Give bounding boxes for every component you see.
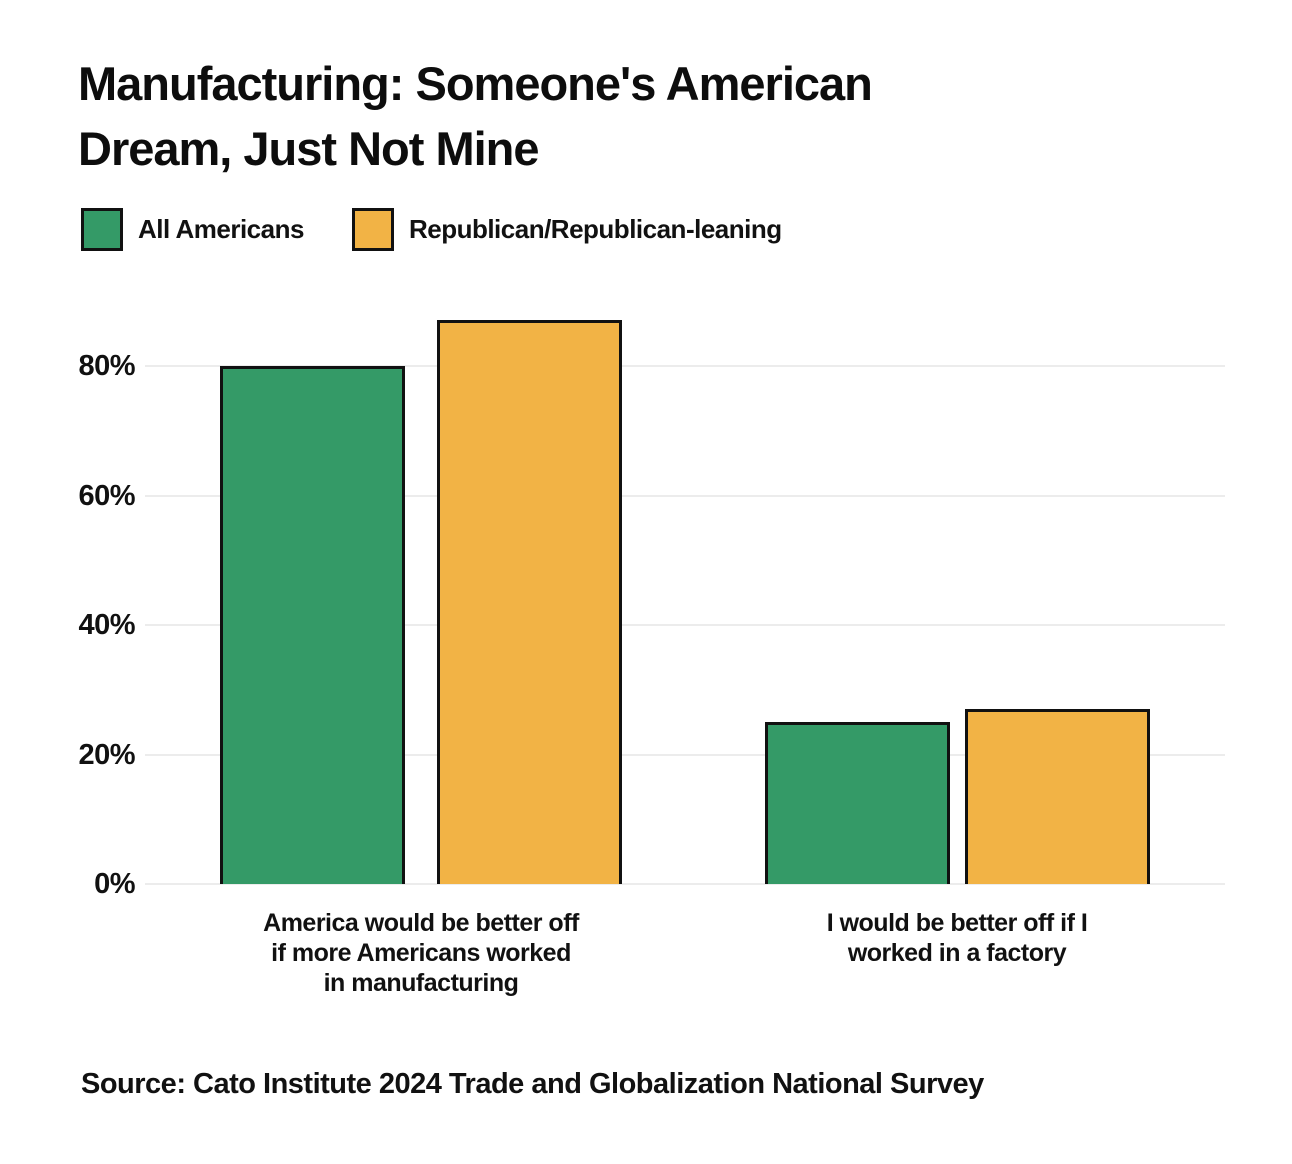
bar-republican-manufacturing	[437, 320, 622, 884]
y-tick-40: 40%	[78, 609, 135, 641]
gridline-80	[145, 365, 1225, 367]
chart-title: Manufacturing: Someone's American Dream,…	[78, 57, 873, 175]
y-tick-0: 0%	[94, 868, 135, 900]
legend: All Americans Republican/Republican-lean…	[81, 208, 782, 251]
gridline-20	[145, 753, 1225, 756]
x-category-label-manufacturing: America would be better off if more Amer…	[263, 909, 579, 997]
source-note: Source: Cato Institute 2024 Trade and Gl…	[81, 1068, 984, 1100]
y-axis: 0% 20% 40% 60% 80%	[40, 290, 135, 899]
legend-item-all-americans: All Americans	[81, 208, 304, 251]
bar-all-americans-factory	[765, 722, 950, 884]
bar-all-americans-manufacturing	[220, 365, 405, 884]
legend-item-republican: Republican/Republican-leaning	[351, 208, 782, 251]
legend-label-all-americans: All Americans	[138, 214, 304, 244]
y-tick-20: 20%	[78, 738, 135, 771]
y-tick-80: 80%	[78, 350, 135, 382]
gridline-40	[145, 624, 1225, 626]
y-tick-60: 60%	[78, 479, 135, 512]
legend-swatch-green	[81, 208, 123, 251]
legend-swatch-orange	[351, 208, 394, 251]
legend-label-republican: Republican/Republican-leaning	[408, 214, 782, 244]
x-category-label-factory: I would be better off if I worked in a f…	[826, 909, 1088, 967]
gridline-0	[145, 883, 1225, 885]
bar-republican-factory	[965, 709, 1150, 884]
gridline-60	[145, 494, 1225, 497]
plot-area	[145, 290, 1225, 885]
